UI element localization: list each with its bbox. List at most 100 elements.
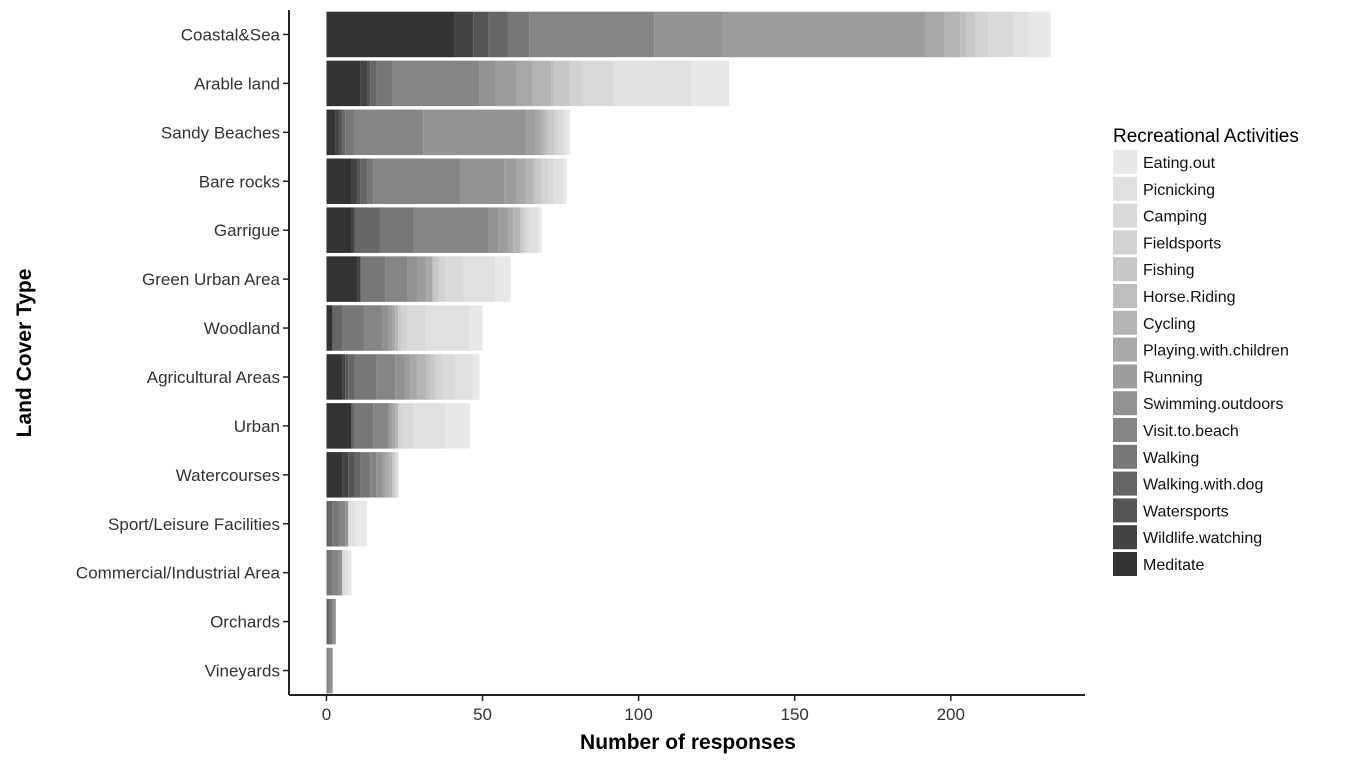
legend-label: Playing.with.children — [1143, 343, 1289, 360]
bar-segment — [367, 60, 371, 107]
y-axis-title: Land Cover Type — [13, 269, 36, 438]
bar-segment — [326, 305, 333, 351]
bar-segment — [395, 403, 399, 449]
bar-segment — [416, 256, 427, 302]
legend-label: Cycling — [1143, 316, 1195, 333]
bar-segment — [354, 403, 374, 449]
legend-item: Cycling — [1113, 310, 1195, 335]
bar-segment — [382, 305, 389, 351]
legend: Recreational Activities Eating.out Picnic… — [1113, 126, 1299, 576]
bar-segment — [541, 158, 549, 204]
bar-segment — [338, 549, 343, 596]
bar-segment — [473, 11, 489, 58]
y-tick-label: Bare rocks — [199, 172, 280, 191]
bar-segment — [557, 109, 564, 156]
y-tick-label: Coastal&Sea — [181, 25, 281, 44]
legend-item: Eating.out — [1113, 150, 1216, 174]
legend-item: Picnicking — [1113, 176, 1215, 201]
bars-layer — [326, 11, 1051, 694]
legend-item: Watersports — [1113, 498, 1229, 523]
bar-segment — [554, 158, 564, 204]
bar-segment — [329, 647, 333, 694]
bar-segment — [392, 403, 396, 449]
y-tick-label: Green Urban Area — [142, 270, 281, 289]
bar-segment — [385, 256, 408, 302]
bar-segment — [392, 305, 396, 351]
bar-segment — [410, 354, 417, 400]
bar-segment — [395, 305, 399, 351]
bar-segment — [370, 60, 377, 107]
bar-segment — [463, 256, 496, 302]
legend-swatch — [1113, 257, 1137, 282]
bar-segment — [429, 354, 436, 400]
legend-label: Walking.with.dog — [1143, 477, 1263, 494]
bar-segment — [392, 60, 480, 107]
bar-segment — [569, 60, 583, 107]
bar-segment — [342, 109, 346, 156]
bar-segment — [326, 549, 333, 596]
bar-segment — [479, 60, 496, 107]
bar-segment — [563, 109, 567, 156]
bar-segment — [404, 354, 411, 400]
bar-segment — [357, 256, 361, 302]
bar-segment — [654, 11, 723, 58]
legend-label: Watersports — [1143, 503, 1229, 520]
legend-swatch — [1113, 337, 1137, 362]
bar-segment — [348, 452, 355, 498]
bar-segment — [548, 109, 555, 156]
bar-segment — [332, 549, 339, 596]
bar-segment — [342, 549, 346, 596]
bar-segment — [944, 11, 961, 58]
bar-segment — [326, 501, 333, 547]
legend-item: Running — [1113, 364, 1203, 389]
bar-segment — [535, 109, 542, 156]
bar-segment — [338, 501, 346, 547]
legend-swatch — [1113, 418, 1137, 442]
bar-segment — [335, 109, 339, 156]
bar-segment — [401, 305, 408, 351]
bar-segment — [529, 207, 539, 253]
bar-segment — [407, 256, 417, 302]
legend-item: Playing.with.children — [1113, 337, 1289, 362]
bar-segment — [566, 109, 570, 156]
bar-segment — [613, 60, 692, 107]
bar-segment — [326, 598, 330, 645]
bar-segment — [513, 207, 520, 253]
legend-label: Picnicking — [1143, 182, 1215, 199]
bar-segment — [441, 354, 455, 400]
legend-swatch — [1113, 176, 1137, 201]
legend-label: Camping — [1143, 209, 1207, 226]
y-tick-label: Garrigue — [214, 221, 280, 240]
y-tick-label: Agricultural Areas — [147, 368, 280, 387]
y-tick-label: Woodland — [204, 319, 280, 338]
bar-segment — [345, 501, 349, 547]
bar-segment — [392, 452, 396, 498]
bar-segment — [385, 452, 389, 498]
y-tick-label: Orchards — [210, 613, 280, 632]
bar-segment — [532, 158, 536, 204]
bar-segment — [354, 109, 424, 156]
bar-segment — [345, 109, 355, 156]
bar-segment — [445, 403, 471, 449]
legend-item: Wildlife.watching — [1113, 525, 1262, 550]
bar-segment — [432, 256, 439, 302]
bar-segment — [563, 158, 567, 204]
bar-segment — [516, 158, 527, 204]
bar-segment — [526, 207, 530, 253]
bar-segment — [351, 207, 355, 253]
bar-segment — [1013, 11, 1029, 58]
y-tick-label: Sport/Leisure Facilities — [108, 515, 280, 534]
bar-segment — [360, 60, 368, 107]
bar-segment — [535, 158, 542, 204]
bar-segment — [326, 158, 352, 204]
bar-segment — [376, 452, 383, 498]
y-tick-label: Commercial/Industrial Area — [76, 564, 281, 583]
bar-segment — [382, 452, 386, 498]
bar-segment — [373, 403, 389, 449]
bar-segment — [426, 305, 471, 351]
bar-segment — [351, 403, 355, 449]
bar-segment — [326, 647, 330, 694]
x-tick-label: 100 — [624, 705, 652, 724]
bar-segment — [582, 60, 614, 107]
